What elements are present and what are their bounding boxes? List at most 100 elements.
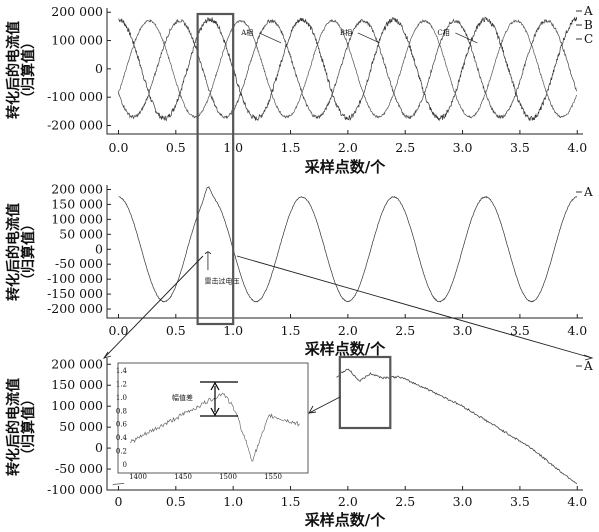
y-tick-label: -200 000: [47, 118, 103, 133]
y-tick-label: -50 000: [55, 256, 103, 271]
inset-y-tick: 0.2: [116, 448, 127, 456]
inset-y-tick: 1.2: [116, 380, 127, 388]
x-tick-label: 2.5: [395, 140, 415, 155]
series-line-a: [118, 186, 578, 303]
y-tick-label: 50 000: [59, 419, 103, 434]
x-tick-label: 2.0: [338, 140, 358, 155]
x-axis-label: 采样点数/个: [304, 511, 386, 529]
y-tick-label: 150 000: [51, 196, 103, 211]
x-tick-label: 2.0: [338, 323, 358, 338]
legend-item: C: [584, 32, 593, 46]
x-tick-label: 2.5: [395, 494, 415, 509]
series-line-a: [118, 16, 578, 122]
y-tick-label: -150 000: [47, 286, 103, 301]
x-tick-label: 3.5: [510, 494, 530, 509]
inset-arrowhead-up: [210, 381, 220, 391]
x-tick-label: 1.0: [223, 494, 243, 509]
y-tick-label: 200 000: [51, 4, 103, 19]
zoom-connector-arrowhead-left: [102, 351, 112, 359]
legend-item: A: [583, 4, 593, 18]
legend-item: B: [584, 18, 593, 32]
series-line-c: [118, 18, 578, 119]
annotation-label: 雷击过电压: [204, 277, 239, 286]
zoom-connector-right: [236, 255, 593, 359]
y-axis-label: 转化后的电流值（归算值）: [5, 378, 37, 476]
inset-annotation: 幅值差: [172, 393, 193, 402]
zoom-box: [196, 12, 235, 326]
x-tick-label: 0.5: [166, 323, 186, 338]
x-tick-label: 0: [114, 494, 122, 509]
x-tick-label: 0.5: [166, 494, 186, 509]
x-tick-label: 3.0: [453, 323, 473, 338]
y-axis-label: 转化后的电流值（归算值）: [5, 21, 37, 119]
inset-arrowhead-down: [210, 407, 220, 417]
y-tick-label: 100 000: [51, 33, 103, 48]
y-tick-label: 50 000: [59, 226, 103, 241]
x-tick-label: 1.5: [281, 494, 301, 509]
y-tick-label: -100 000: [47, 89, 103, 104]
x-axis-label: 采样点数/个: [304, 158, 386, 176]
y-tick-label: 0: [95, 61, 103, 76]
inset-y-tick: 0.4: [116, 434, 128, 442]
x-tick-label: 1.5: [281, 140, 301, 155]
y-tick-label: 0: [95, 440, 103, 455]
axes: [106, 8, 583, 135]
annotation-label: B相: [340, 28, 352, 37]
x-tick-label: 1.5: [281, 323, 301, 338]
zoom-connector-arrowhead-right: [583, 354, 594, 361]
series-fragment: [112, 482, 125, 485]
annotation-arrowhead: [204, 251, 212, 255]
x-tick-label: 4.0: [567, 494, 587, 509]
legend-item: A: [583, 185, 593, 199]
x-tick-label: 1.0: [223, 323, 243, 338]
legend-item: A: [583, 359, 593, 373]
x-tick-label: 3.0: [453, 494, 473, 509]
annotation-arrow: [455, 32, 478, 44]
x-tick-label: 0.5: [166, 140, 186, 155]
x-tick-label: 0.0: [109, 323, 129, 338]
inset-y-tick: 1.0: [116, 394, 127, 402]
x-tick-label: 3.5: [510, 140, 530, 155]
inset-x-tick: 1400: [129, 473, 147, 481]
axes: [106, 185, 583, 319]
x-tick-label: 0.0: [109, 140, 129, 155]
y-tick-label: -200 000: [47, 301, 103, 316]
inset-x-tick: 1500: [219, 473, 237, 481]
annotation-arrow: [259, 32, 282, 44]
inset-x-tick: 1550: [264, 473, 282, 481]
y-tick-label: 0: [95, 241, 103, 256]
y-tick-label: -100 000: [47, 271, 103, 286]
y-tick-label: 200 000: [51, 356, 103, 371]
y-tick-label: -50 000: [55, 461, 103, 476]
bottom-panel: 200 000 150 000 100 000 50 000 0 -50 000 -100 …: [5, 356, 593, 529]
x-tick-label: 4.0: [567, 323, 587, 338]
y-tick-label: 100 000: [51, 398, 103, 413]
inset-connector-arrowhead: [308, 405, 317, 414]
y-tick-label: 100 000: [51, 211, 103, 226]
y-axis-label: 转化后的电流值（归算值）: [5, 203, 37, 301]
inset-y-tick: 0.6: [116, 421, 128, 429]
x-axis-label: 采样点数/个: [304, 340, 386, 358]
inset-x-tick: 1450: [174, 473, 192, 481]
inset-frame: [117, 362, 309, 474]
inset-y-tick: 0.8: [116, 407, 127, 415]
y-tick-label: 200 000: [51, 181, 103, 196]
annotation-label: C相: [437, 28, 449, 37]
y-tick-label: -100 000: [47, 482, 103, 497]
annotation-arrow: [357, 32, 380, 44]
x-tick-label: 2.5: [395, 323, 415, 338]
inset-y-tick: 0: [123, 461, 127, 469]
series-line-a: [336, 368, 578, 485]
annotation-label: A相: [240, 28, 253, 37]
y-tick-label: 150 000: [51, 377, 103, 392]
inset-connector: [308, 396, 341, 414]
x-tick-label: 2.0: [338, 494, 358, 509]
x-tick-label: 3.5: [510, 323, 530, 338]
inset-y-tick: 1.4: [116, 367, 128, 375]
x-tick-label: 4.0: [567, 140, 587, 155]
zoom-connector-left: [103, 255, 204, 359]
x-tick-label: 3.0: [453, 140, 473, 155]
